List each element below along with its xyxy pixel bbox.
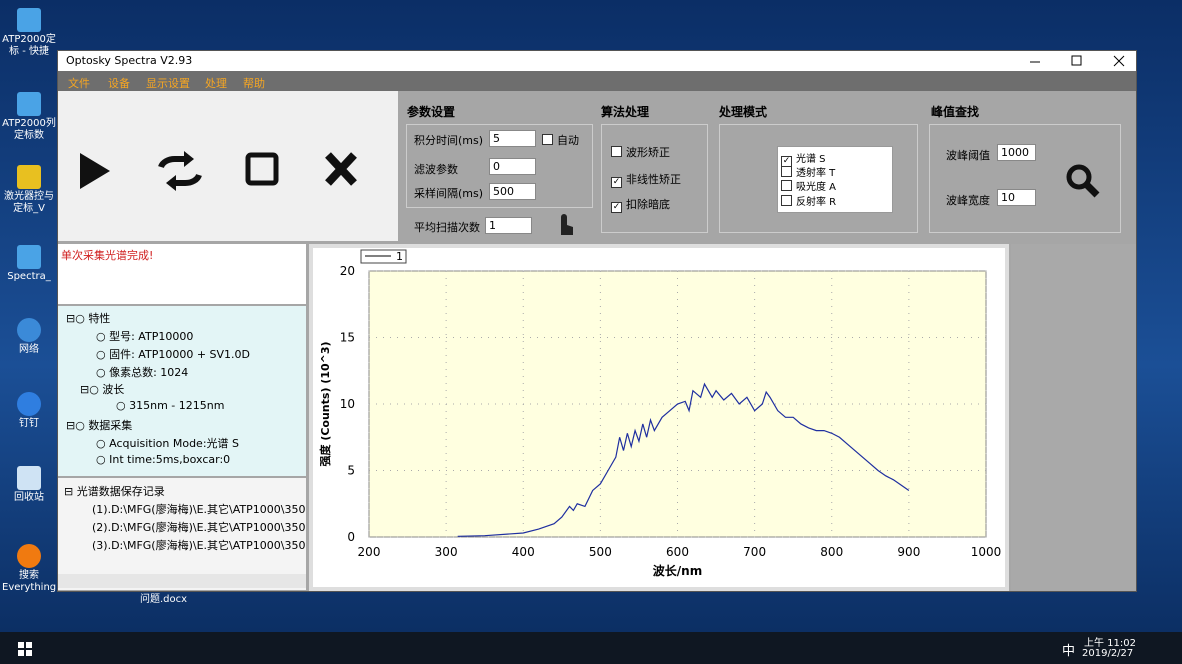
start-menu[interactable]: [18, 642, 32, 656]
y-tick-label: 15: [340, 331, 355, 345]
field-label: 波峰宽度: [946, 192, 990, 208]
status-text: 单次采集光谱完成!: [61, 247, 153, 263]
record-item[interactable]: (2).D:\MFG(廖海梅)\E.其它\ATP1000\350-80: [92, 519, 306, 535]
stop-button[interactable]: [248, 155, 276, 183]
field-label: 积分时间(ms): [414, 132, 483, 148]
spin-input[interactable]: 1000: [997, 144, 1036, 161]
spin-input[interactable]: 10: [997, 189, 1036, 206]
desktop-icon[interactable]: ATP2000列定标数: [2, 92, 56, 142]
desktop-file[interactable]: 问题.docx: [140, 590, 187, 605]
menu-bar: 文件 设备 显示设置 处理 帮助: [58, 71, 1136, 91]
checkbox[interactable]: 透射率 T: [781, 164, 835, 179]
spin-input[interactable]: 1: [485, 217, 532, 234]
x-tick-label: 900: [897, 545, 920, 559]
menu-item[interactable]: 显示设置: [146, 75, 190, 91]
tree-node[interactable]: ⊟○ 数据采集: [66, 417, 132, 433]
plot-panel: 200 300 400 500 600 700 800 900 1000 0 5 10 15 20 波长/n…: [309, 244, 1009, 591]
legend-label: 1: [396, 250, 403, 263]
x-tick-label: 400: [512, 545, 535, 559]
menu-item[interactable]: 设备: [108, 75, 130, 91]
window-title: Optosky Spectra V2.93: [66, 54, 192, 67]
toolbar: [58, 91, 398, 241]
record-list: ⊟ 光谱数据保存记录 (1).D:\MFG(廖海梅)\E.其它\ATP1000\…: [58, 478, 306, 590]
x-tick-label: 200: [358, 545, 381, 559]
y-tick-label: 5: [347, 464, 355, 478]
checkbox[interactable]: 反射率 R: [781, 193, 836, 208]
group-title: 处理模式: [719, 103, 767, 120]
mode-list: ✓光谱 S 透射率 T 吸光度 A 反射率 R: [777, 146, 893, 213]
scrollbar[interactable]: [58, 574, 306, 588]
y-axis-label: 强度 (Counts) (10^3): [318, 341, 332, 466]
group-title: 参数设置: [407, 103, 455, 120]
menu-item[interactable]: 帮助: [243, 75, 265, 91]
field-label: 平均扫描次数: [414, 219, 480, 235]
title-bar: Optosky Spectra V2.93: [58, 51, 1136, 71]
window-controls[interactable]: [1028, 55, 1128, 67]
taskbar: 中 上午 11:02 2019/2/27: [0, 632, 1182, 664]
desktop-icon[interactable]: 搜索 Everything: [2, 544, 56, 594]
record-title: ⊟ 光谱数据保存记录: [64, 483, 165, 499]
tree-node[interactable]: ○ 固件: ATP10000 + SV1.0D: [96, 346, 250, 362]
field-label: 采样间隔(ms): [414, 185, 483, 201]
desktop: ATP2000定标 - 快捷 ATP2000列定标数 激光器控与定标_V Spe…: [0, 0, 1182, 664]
tree-node[interactable]: ⊟○ 波长: [80, 381, 124, 397]
desktop-icon[interactable]: 激光器控与定标_V: [2, 165, 56, 215]
x-tick-label: 1000: [971, 545, 1002, 559]
record-item[interactable]: (3).D:\MFG(廖海梅)\E.其它\ATP1000\350-80: [92, 537, 306, 553]
x-axis-label: 波长/nm: [653, 563, 702, 578]
desktop-icon[interactable]: 回收站: [2, 466, 56, 504]
x-tick-label: 700: [743, 545, 766, 559]
checkbox[interactable]: ✓非线性矫正: [611, 171, 681, 188]
toolbar-icons: [58, 91, 398, 241]
field-label: 滤波参数: [414, 161, 458, 177]
tree-node[interactable]: ○ Acquisition Mode:光谱 S: [96, 435, 239, 451]
side-panel: [1011, 244, 1136, 591]
checkbox[interactable]: ✓扣除暗底: [611, 196, 670, 213]
x-tick-label: 600: [666, 545, 689, 559]
checkbox[interactable]: 波形矫正: [611, 144, 670, 160]
hand-icon[interactable]: [553, 209, 577, 237]
desktop-icon[interactable]: ATP2000定标 - 快捷: [2, 8, 56, 58]
group-title: 算法处理: [601, 103, 649, 120]
y-tick-label: 20: [340, 264, 355, 278]
tree-node[interactable]: ⊟○ 特性: [66, 310, 110, 326]
app-window: Optosky Spectra V2.93 文件 设备 显示设置 处理 帮助 参…: [57, 50, 1137, 592]
spin-input[interactable]: 500: [489, 183, 536, 200]
menu-item[interactable]: 处理: [205, 75, 227, 91]
ime-indicator[interactable]: 中: [1062, 640, 1075, 659]
tree-node[interactable]: ○ Int time:5ms,boxcar:0: [96, 453, 230, 466]
tree-node[interactable]: ○ 型号: ATP10000: [96, 328, 193, 344]
input[interactable]: 5: [489, 130, 536, 147]
status-box: 单次采集光谱完成!: [58, 244, 306, 304]
y-tick-label: 10: [340, 397, 355, 411]
menu-item[interactable]: 文件: [68, 75, 90, 91]
x-tick-label: 300: [435, 545, 458, 559]
device-tree: ⊟○ 特性 ○ 型号: ATP10000 ○ 固件: ATP10000 + SV…: [58, 306, 306, 476]
group-title: 峰值查找: [931, 103, 979, 120]
checkbox[interactable]: 吸光度 A: [781, 178, 836, 193]
loop-button[interactable]: [161, 159, 199, 183]
tree-node[interactable]: ○ 像素总数: 1024: [96, 364, 188, 380]
desktop-icon[interactable]: 网络: [2, 318, 56, 356]
x-tick-label: 800: [820, 545, 843, 559]
tree-node[interactable]: ○ 315nm - 1215nm: [116, 399, 224, 412]
record-item[interactable]: (1).D:\MFG(廖海梅)\E.其它\ATP1000\350-80: [92, 501, 306, 517]
desktop-icon[interactable]: 钉钉: [2, 392, 56, 430]
x-tick-label: 500: [589, 545, 612, 559]
start-button[interactable]: [80, 153, 110, 189]
search-button[interactable]: [1063, 161, 1103, 201]
clock-date[interactable]: 2019/2/27: [1082, 648, 1133, 659]
close-button[interactable]: [328, 155, 354, 183]
field-label: 波峰阈值: [946, 147, 990, 163]
desktop-icon[interactable]: Spectra_: [2, 245, 56, 283]
dropdown[interactable]: 0: [489, 158, 536, 175]
y-tick-label: 0: [347, 530, 355, 544]
checkbox[interactable]: 自动: [542, 132, 579, 148]
clock-time[interactable]: 上午 11:02: [1084, 634, 1136, 649]
